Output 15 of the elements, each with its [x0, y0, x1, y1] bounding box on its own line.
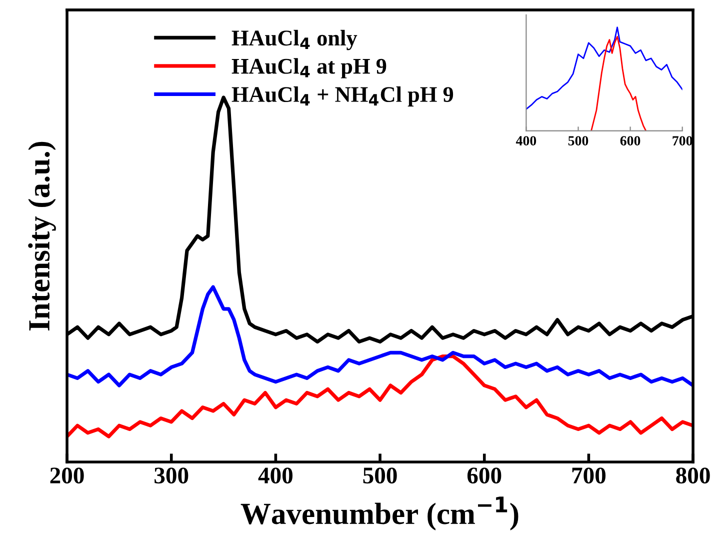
- x-tick-label: 500: [363, 468, 397, 484]
- x-tick-label: 500: [568, 136, 588, 146]
- y-axis-title: Intensity (a.u.): [28, 142, 56, 330]
- legend-label: HAuCl$_{4}$ only: [232, 30, 358, 50]
- x-tick-label: 400: [258, 468, 292, 484]
- x-tick-label: 800: [676, 468, 710, 484]
- legend-label: HAuCl$_{4}$ at pH 9: [232, 58, 386, 78]
- legend-label: HAuCl$_{4}$ + NH$_{4}$Cl pH 9: [232, 86, 454, 107]
- x-tick-label: 200: [50, 468, 84, 484]
- x-tick-label: 600: [620, 136, 640, 146]
- x-axis-title: Wavenumber (cm$^{−1}$): [240, 496, 518, 530]
- x-tick-label: 300: [154, 468, 188, 484]
- x-tick-label: 600: [467, 468, 502, 484]
- x-tick-label: 400: [516, 136, 536, 146]
- x-tick-label: 700: [572, 468, 606, 484]
